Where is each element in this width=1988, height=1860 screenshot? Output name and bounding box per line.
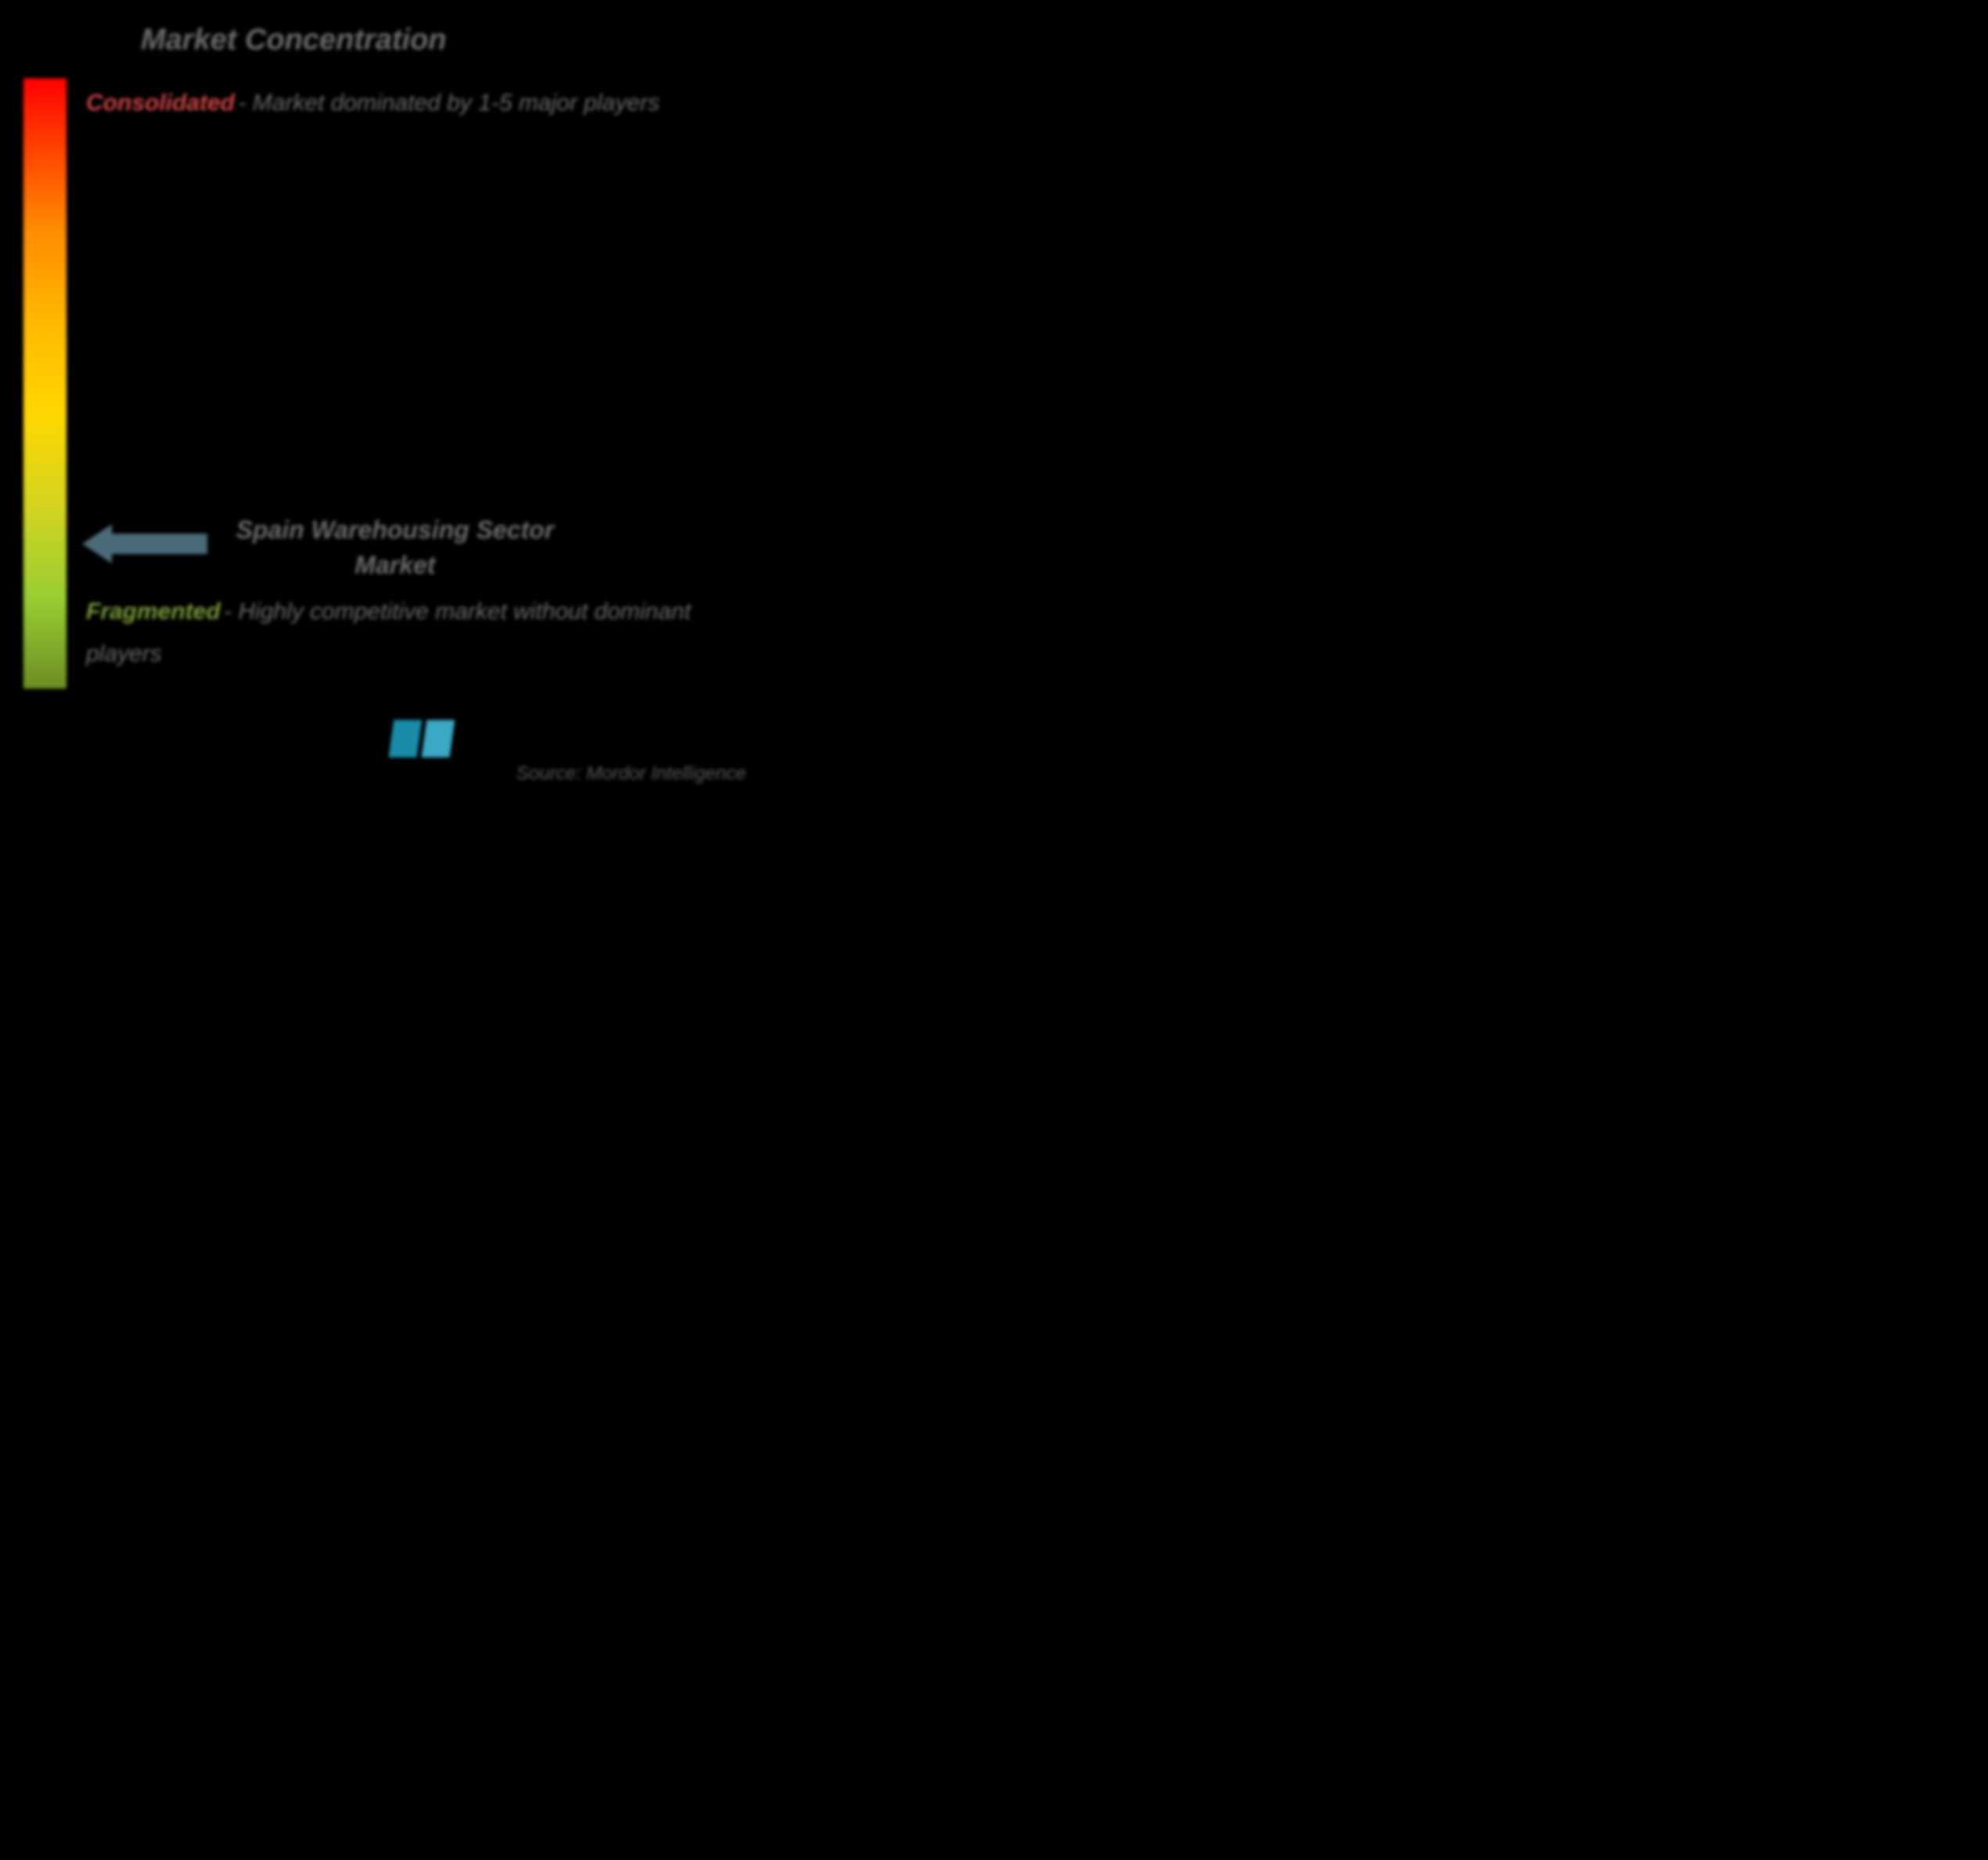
arrow-shaft — [106, 534, 207, 554]
consolidated-label: Consolidated — [86, 90, 235, 116]
logo-part2 — [422, 720, 455, 757]
source-attribution: Source: Mordor Intelligence — [516, 763, 746, 785]
marker-arrow — [82, 524, 207, 563]
logo-part1 — [389, 720, 422, 757]
fragmented-section: Fragmented - Highly competitive market w… — [86, 591, 751, 675]
marker-title-line2: Market — [219, 548, 571, 583]
marker-title-line1: Spain Warehousing Sector — [219, 513, 571, 548]
marker-title: Spain Warehousing Sector Market — [219, 513, 571, 583]
concentration-gradient-bar — [23, 78, 67, 689]
mordor-logo-icon — [391, 720, 454, 759]
fragmented-label: Fragmented — [86, 599, 221, 624]
chart-title: Market Concentration — [141, 23, 447, 57]
consolidated-description: - Market dominated by 1-5 major players — [238, 90, 660, 116]
consolidated-section: Consolidated - Market dominated by 1-5 m… — [86, 82, 751, 124]
